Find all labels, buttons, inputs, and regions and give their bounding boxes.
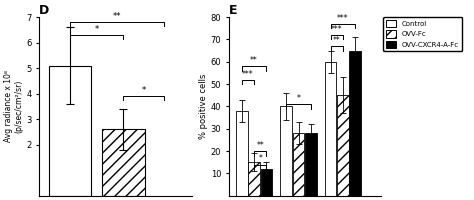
Bar xyxy=(248,162,260,196)
Legend: Control, OVV-Fc, OVV-CXCR4-A-Fc: Control, OVV-Fc, OVV-CXCR4-A-Fc xyxy=(383,17,462,51)
Bar xyxy=(102,129,145,196)
Text: **: ** xyxy=(333,36,341,45)
Bar xyxy=(337,95,349,196)
Bar xyxy=(236,111,247,196)
Bar xyxy=(281,106,292,196)
Text: *: * xyxy=(94,25,99,34)
Text: *: * xyxy=(258,154,262,163)
Bar xyxy=(305,133,317,196)
Text: *: * xyxy=(297,94,301,103)
Bar xyxy=(293,133,304,196)
Text: ***: *** xyxy=(337,14,349,23)
Bar xyxy=(261,169,272,196)
Y-axis label: Avg radiance x 10⁸
(p/sec/cm²/sr): Avg radiance x 10⁸ (p/sec/cm²/sr) xyxy=(4,71,24,142)
Y-axis label: % positive cells: % positive cells xyxy=(199,74,208,139)
Bar xyxy=(349,51,361,196)
Text: **: ** xyxy=(256,141,264,150)
Text: *: * xyxy=(142,86,146,95)
Text: E: E xyxy=(229,4,237,17)
Text: **: ** xyxy=(250,56,258,65)
Text: ***: *** xyxy=(242,70,254,79)
Bar xyxy=(48,66,91,196)
Text: D: D xyxy=(39,4,50,17)
Text: ***: *** xyxy=(331,25,343,34)
Text: **: ** xyxy=(113,12,121,21)
Bar xyxy=(325,62,337,196)
